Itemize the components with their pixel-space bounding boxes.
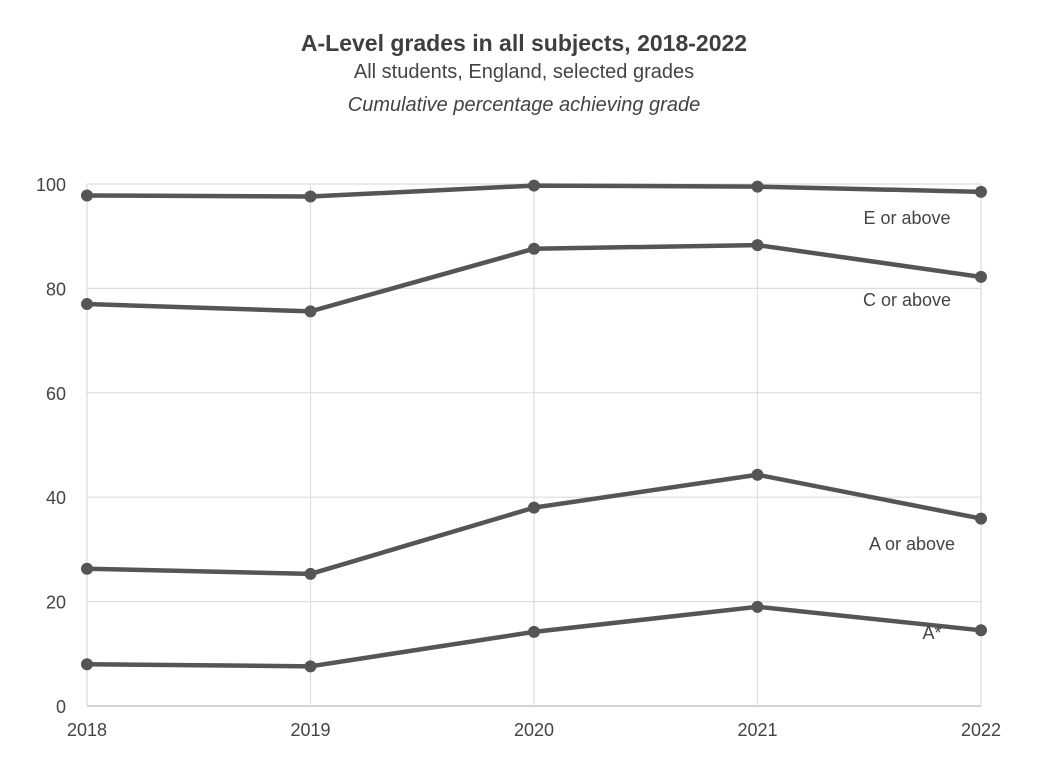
data-point xyxy=(975,624,987,637)
chart-subtitle: All students, England, selected grades xyxy=(353,61,695,83)
data-point xyxy=(304,567,317,580)
data-point xyxy=(81,298,93,311)
y-tick-label: 80 xyxy=(46,279,66,299)
series-label: A* xyxy=(922,623,941,643)
x-tick-label: 2019 xyxy=(290,720,330,740)
data-point xyxy=(751,468,764,481)
y-tick-label: 40 xyxy=(46,488,66,508)
data-point xyxy=(975,185,987,198)
data-point xyxy=(304,190,317,203)
chart-subtitle-italic: Cumulative percentage achieving grade xyxy=(347,94,701,116)
data-point xyxy=(975,270,987,283)
y-tick-label: 0 xyxy=(56,697,66,717)
y-tick-label: 20 xyxy=(46,593,66,613)
data-point xyxy=(81,189,93,202)
x-tick-label: 2020 xyxy=(514,720,554,740)
data-point xyxy=(304,305,317,318)
data-point xyxy=(528,179,540,192)
data-point xyxy=(304,660,317,673)
data-point xyxy=(751,239,764,252)
data-point xyxy=(81,658,93,671)
data-point xyxy=(751,180,764,193)
y-tick-label: 60 xyxy=(46,384,66,404)
x-tick-label: 2018 xyxy=(67,720,107,740)
data-point xyxy=(975,512,987,525)
series-label: E or above xyxy=(863,208,950,228)
chart-title: A-Level grades in all subjects, 2018-202… xyxy=(300,30,748,56)
data-point xyxy=(81,562,93,575)
series-label: C or above xyxy=(863,290,951,310)
data-point xyxy=(528,501,540,514)
x-tick-label: 2022 xyxy=(961,720,1001,740)
x-tick-label: 2021 xyxy=(737,720,777,740)
series-label: A or above xyxy=(869,534,955,554)
data-point xyxy=(528,242,540,255)
y-tick-label: 100 xyxy=(36,175,66,195)
data-point xyxy=(751,600,764,613)
data-point xyxy=(528,625,540,638)
